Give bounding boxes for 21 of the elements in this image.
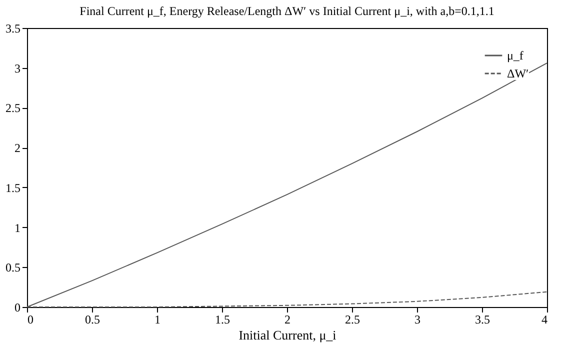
- y-tick-label: 3: [14, 61, 20, 76]
- x-tick-label: 3: [414, 312, 420, 326]
- x-tick-label: 2.5: [345, 312, 360, 326]
- x-tick-label: 2: [284, 312, 290, 326]
- y-tick-label: 1.5: [6, 180, 20, 195]
- x-tick-label: 1.5: [215, 312, 230, 326]
- y-tick-label: 0: [14, 300, 20, 314]
- y-tick-label: 2: [14, 141, 20, 156]
- x-tick-label: 0: [28, 312, 34, 326]
- legend-label: μ_f: [507, 48, 524, 62]
- x-tick-label: 0.5: [85, 312, 100, 326]
- chart-title: Final Current μ_f, Energy Release/Length ΔW′ vs Initial Current μ_i, with a,b=0.1,1.1: [80, 4, 494, 18]
- y-tick-label: 2.5: [6, 101, 20, 116]
- x-axis-title: Initial Current, μ_i: [238, 328, 337, 342]
- x-tick-label: 3.5: [475, 312, 490, 326]
- x-tick-label: 4: [542, 312, 548, 326]
- legend-label: ΔW′: [507, 66, 530, 80]
- y-tick-label: 1: [14, 220, 20, 235]
- x-tick-label: 1: [154, 312, 160, 326]
- y-tick-label: 0.5: [6, 260, 20, 275]
- y-tick-label: 3.5: [6, 22, 20, 36]
